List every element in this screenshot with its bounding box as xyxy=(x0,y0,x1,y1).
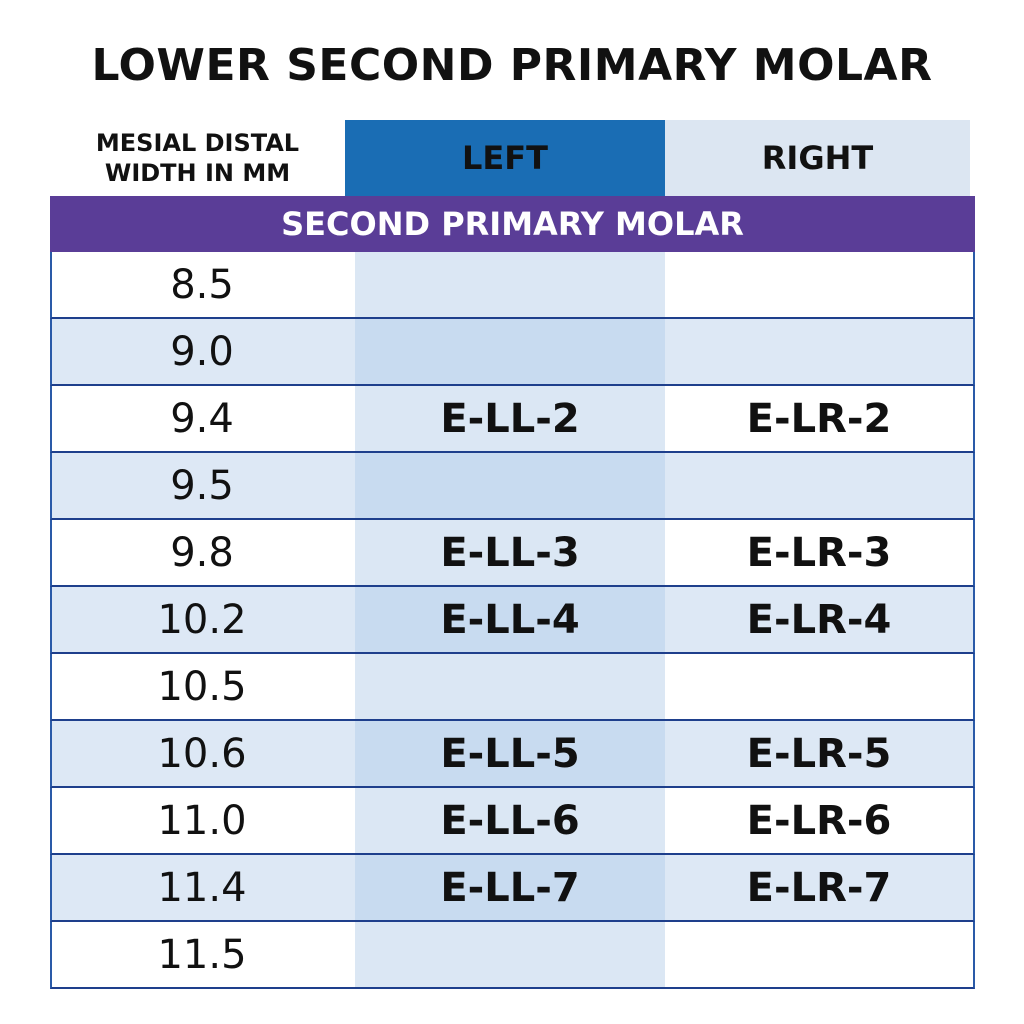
table-row: 10.2 E-LL-4 E-LR-4 xyxy=(50,587,975,654)
table-cell: 9.4 xyxy=(170,395,234,442)
table-cell: 10.6 xyxy=(157,730,247,777)
table-cell: E-LR-7 xyxy=(746,864,892,911)
table-cell: 9.0 xyxy=(170,328,234,375)
table-row: 10.6 E-LL-5 E-LR-5 xyxy=(50,721,975,788)
table-cell: E-LL-2 xyxy=(355,386,665,451)
title: LOWER SECOND PRIMARY MOLAR xyxy=(91,39,933,91)
table-row: 9.4 E-LL-2 E-LR-2 xyxy=(50,386,975,453)
table-row: 11.4 E-LL-7 E-LR-7 xyxy=(50,855,975,922)
table-cell: E-LL-7 xyxy=(355,855,665,920)
table-cell: E-LR-3 xyxy=(746,529,892,576)
table-cell xyxy=(355,453,665,518)
table-cell: E-LR-5 xyxy=(746,730,892,777)
table-cell xyxy=(355,252,665,317)
table-row: 11.0 E-LL-6 E-LR-6 xyxy=(50,788,975,855)
table-cell xyxy=(355,654,665,719)
table-cell: E-LR-4 xyxy=(746,596,892,643)
table-cell: 8.5 xyxy=(170,261,234,308)
table-cell: E-LR-2 xyxy=(746,395,892,442)
table-cell: 11.5 xyxy=(157,931,247,978)
table-cell: 9.5 xyxy=(170,462,234,509)
column-header: LEFT xyxy=(345,120,665,196)
table-cell: 11.0 xyxy=(157,797,247,844)
table-cell xyxy=(665,453,973,518)
table-row: 11.5 xyxy=(50,922,975,989)
table-cell xyxy=(665,922,973,987)
table-cell xyxy=(665,654,973,719)
table-row: 9.5 xyxy=(50,453,975,520)
table-cell: 10.5 xyxy=(157,663,247,710)
table-row: 9.0 xyxy=(50,319,975,386)
table-cell: E-LR-6 xyxy=(746,797,892,844)
table-cell xyxy=(665,252,973,317)
table-cell: 9.8 xyxy=(170,529,234,576)
table-cell: E-LL-3 xyxy=(355,520,665,585)
table-row: 8.5 xyxy=(50,252,975,319)
table-cell: E-LL-4 xyxy=(355,587,665,652)
section-header: SECOND PRIMARY MOLAR xyxy=(50,196,975,252)
corner-label: MESIAL DISTAL WIDTH IN MM xyxy=(95,129,300,187)
table-cell: E-LL-5 xyxy=(355,721,665,786)
table-cell xyxy=(665,319,973,384)
column-header: RIGHT xyxy=(665,120,970,196)
table-cell: E-LL-6 xyxy=(355,788,665,853)
table-row: 10.5 xyxy=(50,654,975,721)
table-cell xyxy=(355,319,665,384)
table-cell: 11.4 xyxy=(157,864,247,911)
table-cell xyxy=(355,922,665,987)
table-row: 9.8 E-LL-3 E-LR-3 xyxy=(50,520,975,587)
table-cell: 10.2 xyxy=(157,596,247,643)
